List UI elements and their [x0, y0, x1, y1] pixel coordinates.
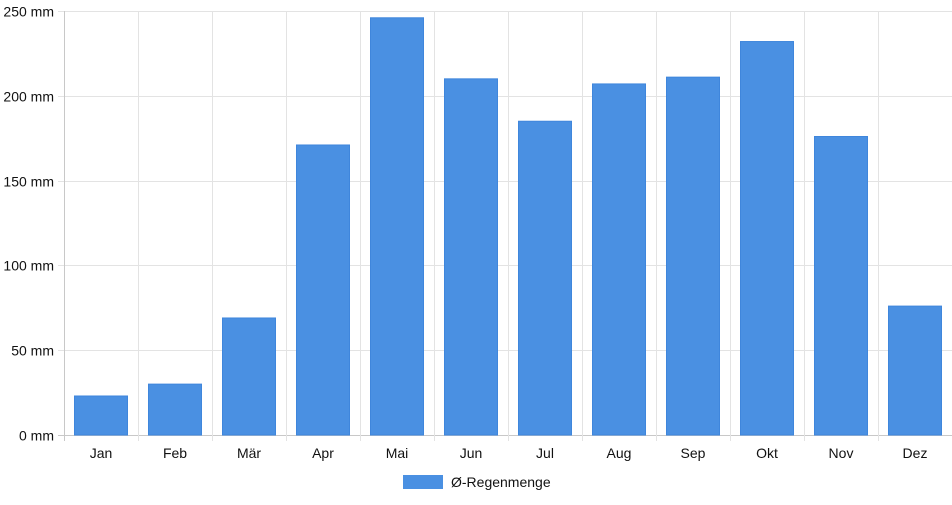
- y-tick-label: 0 mm: [19, 428, 54, 444]
- y-tick-label: 50 mm: [11, 343, 54, 359]
- x-tick-label: Feb: [163, 445, 187, 461]
- bar-nov[interactable]: [814, 136, 868, 436]
- legend-swatch[interactable]: [403, 475, 443, 489]
- x-tick-label: Mai: [386, 445, 409, 461]
- x-tick-label: Dez: [903, 445, 928, 461]
- x-tick-label: Mär: [237, 445, 261, 461]
- bar-mai[interactable]: [370, 17, 424, 436]
- bar-jul[interactable]: [518, 120, 572, 436]
- x-tick-label: Jul: [536, 445, 554, 461]
- x-tick-label: Okt: [756, 445, 778, 461]
- bar-aug[interactable]: [592, 83, 646, 436]
- bar-feb[interactable]: [148, 383, 202, 436]
- y-tick-label: 150 mm: [3, 174, 54, 190]
- bar-dez[interactable]: [888, 305, 942, 436]
- x-tick-label: Aug: [607, 445, 632, 461]
- y-tick-label: 100 mm: [3, 258, 54, 274]
- x-tick-label: Nov: [829, 445, 854, 461]
- x-tick-label: Jan: [90, 445, 113, 461]
- bar-okt[interactable]: [740, 41, 794, 436]
- x-tick-label: Apr: [312, 445, 334, 461]
- bar-apr[interactable]: [296, 144, 350, 436]
- bar-sep[interactable]: [666, 76, 720, 436]
- bar-jun[interactable]: [444, 78, 498, 436]
- grid-layer: [58, 11, 952, 441]
- x-tick-label: Jun: [460, 445, 483, 461]
- y-tick-label: 200 mm: [3, 89, 54, 105]
- bars-layer: [74, 17, 942, 436]
- legend[interactable]: Ø-Regenmenge: [403, 474, 551, 490]
- legend-label[interactable]: Ø-Regenmenge: [451, 474, 551, 490]
- bar-jan[interactable]: [74, 395, 128, 436]
- y-tick-label: 250 mm: [3, 4, 54, 20]
- x-tick-label: Sep: [681, 445, 706, 461]
- axis-layer: 0 mm 50 mm 100 mm 150 mm 200 mm 250 mm Jan Feb M…: [3, 4, 927, 462]
- bar-mär[interactable]: [222, 317, 276, 436]
